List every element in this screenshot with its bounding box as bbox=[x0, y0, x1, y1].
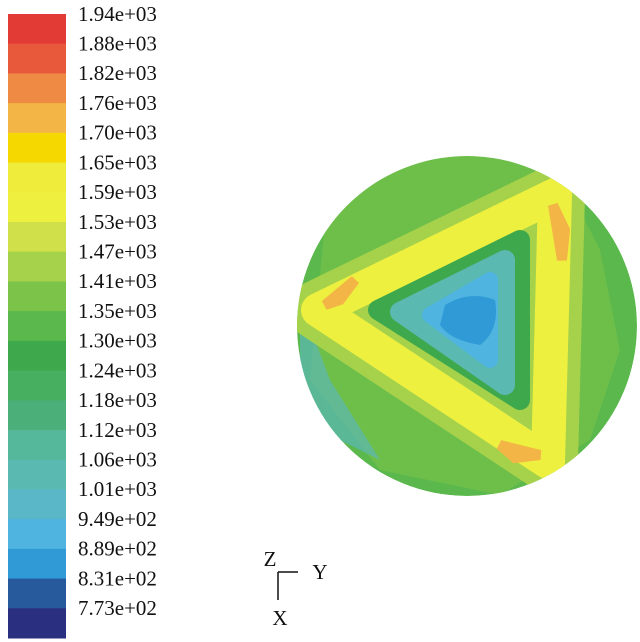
colorbar-band bbox=[8, 519, 66, 550]
colorbar-label: 1.94e+03 bbox=[78, 2, 157, 26]
colorbar-label: 1.01e+03 bbox=[78, 477, 157, 501]
colorbar-band bbox=[8, 222, 66, 253]
contour-disk bbox=[297, 156, 637, 496]
colorbar-band bbox=[8, 162, 66, 193]
colorbar-label: 9.49e+02 bbox=[78, 507, 157, 531]
colorbar-band bbox=[8, 311, 66, 342]
colorbar-label: 7.73e+02 bbox=[78, 596, 157, 620]
colorbar-band bbox=[8, 370, 66, 401]
colorbar-band bbox=[8, 192, 66, 223]
colorbar-label: 1.53e+03 bbox=[78, 210, 157, 234]
colorbar-band bbox=[8, 281, 66, 312]
colorbar-band bbox=[8, 14, 66, 45]
colorbar-label: 1.41e+03 bbox=[78, 269, 157, 293]
colorbar-band bbox=[8, 340, 66, 372]
colorbar-band bbox=[8, 578, 66, 609]
colorbar-band bbox=[8, 459, 66, 490]
colorbar-label: 1.70e+03 bbox=[78, 121, 157, 145]
triad-label: Y bbox=[312, 560, 327, 584]
colorbar-label: 1.47e+03 bbox=[78, 240, 157, 264]
colorbar-label: 1.82e+03 bbox=[78, 61, 157, 85]
colorbar-band bbox=[8, 73, 66, 104]
colorbar-label: 8.89e+02 bbox=[78, 537, 157, 561]
colorbar-band bbox=[8, 548, 66, 580]
colorbar-band bbox=[8, 103, 66, 134]
colorbar-label: 1.65e+03 bbox=[78, 150, 157, 174]
colorbar-label: 1.12e+03 bbox=[78, 418, 157, 442]
colorbar-label: 1.59e+03 bbox=[78, 180, 157, 204]
triad-label: X bbox=[272, 606, 287, 630]
colorbar-band bbox=[8, 489, 66, 520]
colorbar-label: 1.88e+03 bbox=[78, 32, 157, 56]
colorbar-label: 1.76e+03 bbox=[78, 91, 157, 115]
colorbar-label: 8.31e+02 bbox=[78, 566, 157, 590]
triad-label: Z bbox=[264, 547, 277, 571]
colorbar-label: 1.35e+03 bbox=[78, 299, 157, 323]
colorbar-band bbox=[8, 43, 66, 74]
colorbar-band bbox=[8, 608, 66, 639]
colorbar-label: 1.30e+03 bbox=[78, 329, 157, 353]
colorbar-label: 1.06e+03 bbox=[78, 448, 157, 472]
axes-triad: Z Y X bbox=[264, 547, 328, 630]
colorbar-label: 1.24e+03 bbox=[78, 358, 157, 382]
colorbar-band bbox=[8, 132, 66, 164]
colorbar-label: 1.18e+03 bbox=[78, 388, 157, 412]
colorbar-band bbox=[8, 400, 66, 431]
colorbar-band bbox=[8, 430, 66, 461]
colorbar-band bbox=[8, 251, 66, 282]
